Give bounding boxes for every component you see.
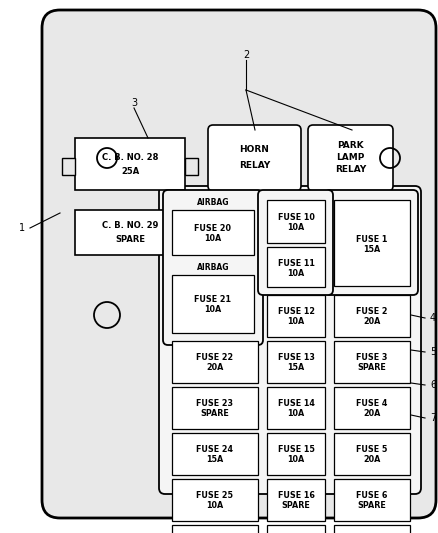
Text: 10A: 10A [287, 456, 304, 464]
Text: SPARE: SPARE [282, 502, 311, 511]
Bar [334, 433, 410, 475]
Text: 15A: 15A [287, 364, 304, 373]
Text: 3: 3 [131, 98, 137, 108]
Bar [334, 479, 410, 521]
Text: FUSE 15: FUSE 15 [278, 446, 314, 455]
Text: FUSE 21: FUSE 21 [194, 295, 232, 304]
FancyBboxPatch shape [308, 125, 393, 191]
Bar [172, 210, 254, 255]
Text: 10A: 10A [287, 223, 304, 232]
Text: FUSE 12: FUSE 12 [278, 308, 314, 317]
Text: FUSE 10: FUSE 10 [278, 213, 314, 222]
Text: FUSE 2: FUSE 2 [356, 308, 388, 317]
Text: RELAY: RELAY [335, 166, 366, 174]
Text: 10A: 10A [206, 502, 224, 511]
Text: FUSE 5: FUSE 5 [356, 446, 388, 455]
Text: 20A: 20A [363, 456, 381, 464]
Text: LAMP: LAMP [336, 154, 365, 163]
Text: C. B. NO. 28: C. B. NO. 28 [102, 152, 158, 161]
Text: AIRBAG: AIRBAG [197, 263, 229, 272]
Text: 10A: 10A [205, 234, 222, 243]
Text: FUSE 4: FUSE 4 [356, 400, 388, 408]
Bar [75, 210, 185, 255]
Text: FUSE 25: FUSE 25 [197, 491, 233, 500]
Text: FUSE 20: FUSE 20 [194, 224, 232, 233]
Bar [267, 387, 325, 429]
Bar [334, 341, 410, 383]
Bar [267, 247, 325, 287]
Text: FUSE 6: FUSE 6 [356, 491, 388, 500]
Bar [334, 525, 410, 533]
Text: 6: 6 [430, 380, 436, 390]
Text: 2: 2 [243, 50, 249, 60]
Text: FUSE 11: FUSE 11 [278, 259, 314, 268]
Bar [75, 138, 185, 190]
Bar [267, 479, 325, 521]
Text: AIRBAG: AIRBAG [197, 198, 229, 207]
FancyBboxPatch shape [159, 186, 421, 494]
Bar [172, 387, 258, 429]
Bar [267, 525, 325, 533]
Bar [172, 525, 258, 533]
Text: PARK: PARK [337, 141, 364, 150]
Text: FUSE 1: FUSE 1 [356, 235, 388, 244]
Text: 7: 7 [430, 413, 436, 423]
Bar [172, 479, 258, 521]
FancyBboxPatch shape [325, 190, 418, 295]
FancyBboxPatch shape [163, 190, 263, 345]
Text: RELAY: RELAY [239, 161, 270, 171]
Text: 10A: 10A [287, 409, 304, 418]
Text: 15A: 15A [364, 245, 381, 254]
Bar [334, 387, 410, 429]
Text: FUSE 14: FUSE 14 [278, 400, 314, 408]
Text: SPARE: SPARE [357, 364, 386, 373]
Text: C. B. NO. 29: C. B. NO. 29 [102, 221, 158, 230]
Bar [185, 158, 198, 175]
Bar [267, 341, 325, 383]
Bar [62, 158, 75, 175]
Text: SPARE: SPARE [357, 502, 386, 511]
Bar [172, 275, 254, 333]
Text: SPARE: SPARE [115, 235, 145, 244]
Text: FUSE 16: FUSE 16 [278, 491, 314, 500]
Text: 20A: 20A [206, 364, 224, 373]
Bar [267, 295, 325, 337]
Text: FUSE 24: FUSE 24 [197, 446, 233, 455]
Text: 10A: 10A [287, 269, 304, 278]
Text: FUSE 23: FUSE 23 [197, 400, 233, 408]
Bar [267, 200, 325, 243]
Text: 1: 1 [19, 223, 25, 233]
Text: 4: 4 [430, 313, 436, 323]
FancyBboxPatch shape [258, 190, 333, 295]
Text: 15A: 15A [206, 456, 224, 464]
Text: FUSE 3: FUSE 3 [356, 353, 388, 362]
Text: FUSE 22: FUSE 22 [196, 353, 233, 362]
Bar [334, 295, 410, 337]
FancyBboxPatch shape [42, 10, 436, 518]
Text: 5: 5 [430, 347, 436, 357]
Bar [334, 200, 410, 286]
Text: 20A: 20A [363, 409, 381, 418]
Text: 20A: 20A [363, 318, 381, 327]
Text: HORN: HORN [240, 146, 269, 155]
FancyBboxPatch shape [208, 125, 301, 191]
Text: 25A: 25A [121, 166, 139, 175]
Bar [172, 341, 258, 383]
Bar [172, 433, 258, 475]
Bar [267, 433, 325, 475]
Text: 10A: 10A [287, 318, 304, 327]
Text: 10A: 10A [205, 305, 222, 314]
Text: FUSE 13: FUSE 13 [278, 353, 314, 362]
Text: SPARE: SPARE [201, 409, 230, 418]
